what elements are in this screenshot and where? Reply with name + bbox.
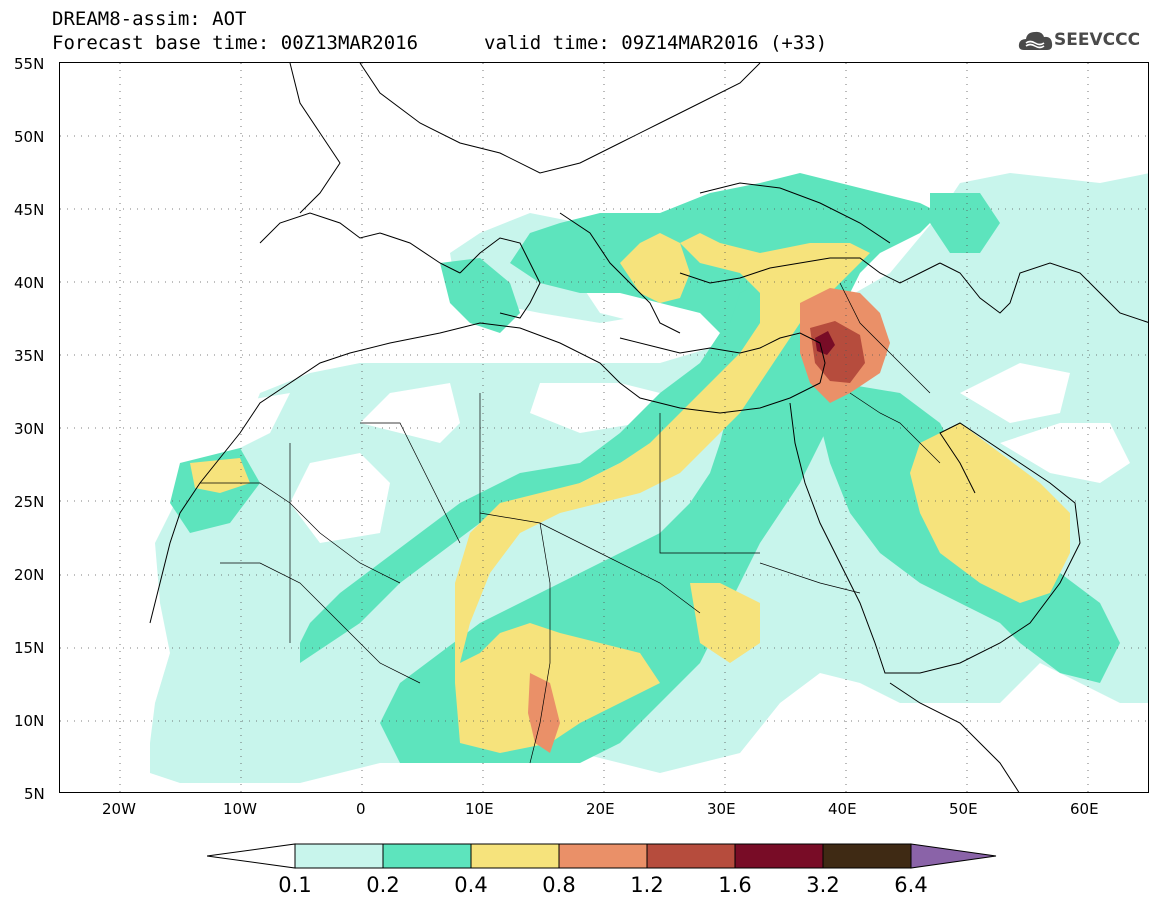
colorbar-segment bbox=[382, 843, 472, 869]
colorbar-label: 0.2 bbox=[366, 873, 400, 897]
cloud-icon bbox=[1018, 31, 1053, 50]
lon-label: 50E bbox=[949, 800, 978, 818]
lon-label: 0 bbox=[356, 800, 366, 818]
title-valid-time: valid time: 09Z14MAR2016 (+33) bbox=[484, 32, 828, 54]
colorbar-label: 3.2 bbox=[806, 873, 840, 897]
lon-label: 40E bbox=[828, 800, 857, 818]
lon-label: 60E bbox=[1070, 800, 1099, 818]
colorbar-label: 0.4 bbox=[454, 873, 488, 897]
lat-label: 35N bbox=[14, 347, 45, 365]
lat-label: 30N bbox=[14, 420, 45, 438]
colorbar-label: 1.6 bbox=[718, 873, 752, 897]
colorbar-label: 0.8 bbox=[542, 873, 576, 897]
lat-label: 45N bbox=[14, 201, 45, 219]
lon-label: 10W bbox=[223, 800, 257, 818]
country-borders bbox=[200, 282, 941, 764]
lon-label: 20W bbox=[102, 800, 136, 818]
aot-contour-1-6 bbox=[815, 331, 835, 355]
lat-label: 5N bbox=[24, 785, 45, 803]
title-model: DREAM8-assim: AOT bbox=[52, 8, 247, 30]
map-panel bbox=[59, 62, 1149, 793]
colorbar-label: 1.2 bbox=[630, 873, 664, 897]
lat-label: 50N bbox=[14, 128, 45, 146]
colorbar-segment bbox=[822, 843, 912, 869]
lon-label: 30E bbox=[707, 800, 736, 818]
lat-label: 55N bbox=[14, 55, 45, 73]
lon-label: 10E bbox=[465, 800, 494, 818]
lat-label: 40N bbox=[14, 274, 45, 292]
colorbar-segment bbox=[558, 843, 648, 869]
aot-map bbox=[60, 63, 1148, 792]
colorbar-segment bbox=[646, 843, 736, 869]
aot-contour-0-4 bbox=[190, 233, 1070, 753]
lat-label: 25N bbox=[14, 493, 45, 511]
colorbar-segment bbox=[294, 843, 384, 869]
logo-text: SEEVCCC bbox=[1054, 30, 1141, 50]
colorbar bbox=[207, 843, 997, 869]
lat-label: 20N bbox=[14, 566, 45, 584]
coastlines bbox=[149, 63, 1148, 792]
lat-label: 10N bbox=[14, 712, 45, 730]
lat-label: 15N bbox=[14, 639, 45, 657]
colorbar-label: 0.1 bbox=[278, 873, 312, 897]
colorbar-high-triangle bbox=[910, 843, 997, 869]
colorbar-low-triangle bbox=[207, 843, 296, 869]
colorbar-segment bbox=[470, 843, 560, 869]
title-base-time: Forecast base time: 00Z13MAR2016 bbox=[52, 32, 419, 54]
lon-label: 20E bbox=[586, 800, 615, 818]
colorbar-label: 6.4 bbox=[894, 873, 928, 897]
graticule bbox=[60, 63, 1148, 792]
colorbar-segment bbox=[734, 843, 824, 869]
